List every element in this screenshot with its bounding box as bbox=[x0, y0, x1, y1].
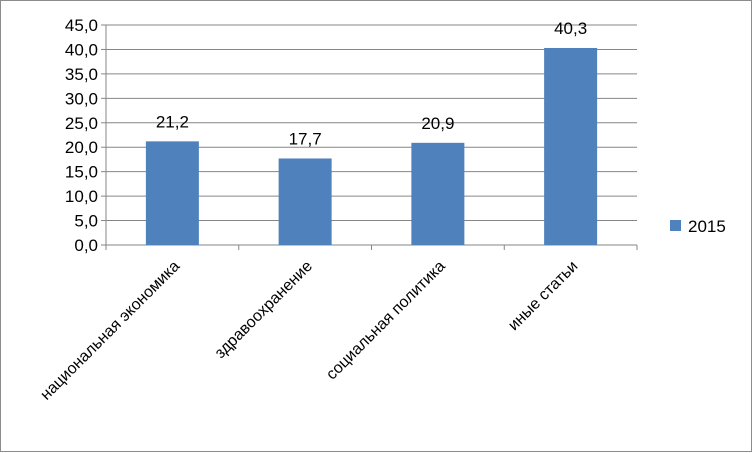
legend-swatch-2015 bbox=[670, 220, 681, 231]
data-label: 20,9 bbox=[421, 114, 454, 133]
data-label: 40,3 bbox=[554, 19, 587, 38]
bar bbox=[411, 142, 465, 245]
category-labels: национальная экономика здравоохранение соц… bbox=[37, 258, 581, 404]
y-tick-label: 0,0 bbox=[74, 236, 98, 255]
y-tick-label: 20,0 bbox=[65, 138, 98, 157]
y-tick-label: 40,0 bbox=[65, 40, 98, 59]
y-tick-label: 5,0 bbox=[74, 212, 98, 231]
y-tick-labels: 0,0 5,0 10,0 15,0 20,0 25,0 30,0 35,0 40,0 45,0 bbox=[65, 16, 98, 255]
y-tick-label: 15,0 bbox=[65, 163, 98, 182]
bar bbox=[544, 47, 598, 245]
bar bbox=[145, 141, 199, 245]
y-tick-label: 30,0 bbox=[65, 89, 98, 108]
legend: 2015 bbox=[670, 217, 726, 236]
legend-label-2015: 2015 bbox=[688, 217, 726, 236]
y-tick-label: 25,0 bbox=[65, 114, 98, 133]
y-tick-label: 35,0 bbox=[65, 65, 98, 84]
bars bbox=[145, 47, 598, 245]
category-label: здравоохранение bbox=[212, 258, 316, 362]
y-tick-label: 45,0 bbox=[65, 16, 98, 35]
bar bbox=[278, 158, 332, 245]
data-label: 21,2 bbox=[156, 112, 189, 131]
y-tick-label: 10,0 bbox=[65, 187, 98, 206]
category-label: иные статьи bbox=[505, 258, 581, 334]
category-label: национальная экономика bbox=[37, 258, 183, 404]
data-labels: 21,2 17,7 20,9 40,3 bbox=[156, 19, 587, 148]
data-label: 17,7 bbox=[289, 129, 322, 148]
category-label: социальная политика bbox=[323, 258, 449, 384]
